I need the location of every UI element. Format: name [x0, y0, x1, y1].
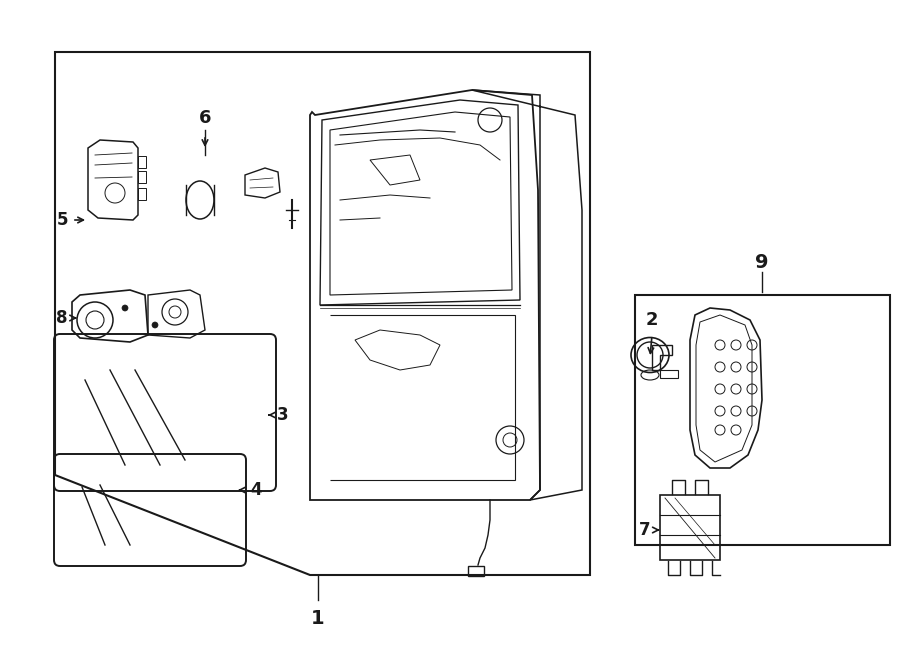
Text: 1: 1 — [311, 609, 325, 627]
Bar — [468, 566, 484, 576]
Text: 4: 4 — [250, 481, 262, 499]
Bar — [635, 295, 890, 545]
Bar — [138, 156, 146, 168]
Text: 2: 2 — [646, 311, 658, 329]
Text: 6: 6 — [199, 109, 212, 127]
Circle shape — [152, 322, 158, 328]
Circle shape — [122, 305, 128, 311]
Bar — [138, 171, 146, 183]
Text: 7: 7 — [639, 521, 651, 539]
Text: 9: 9 — [755, 253, 769, 272]
Text: 8: 8 — [56, 309, 68, 327]
Bar — [138, 188, 146, 200]
Text: 5: 5 — [56, 211, 68, 229]
Text: 3: 3 — [277, 406, 289, 424]
